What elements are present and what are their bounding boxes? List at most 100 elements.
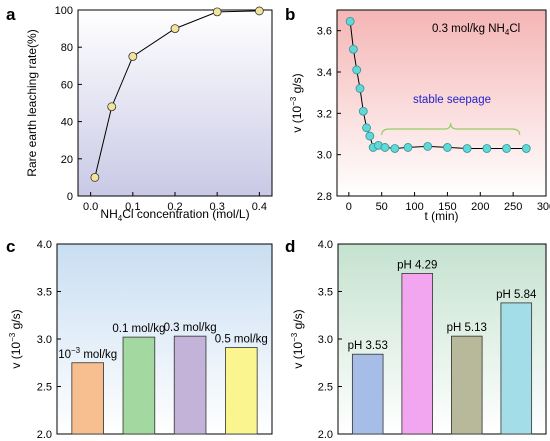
data-point-b [349,44,358,54]
x-tick-label-b: 0 [346,201,352,213]
bar-label-main-c: 10 [58,349,71,361]
x-tick-label-a: 0.0 [83,201,98,213]
y-tick-label-d: 2.5 [318,382,333,394]
x-tick-label-b: 250 [504,201,522,213]
series-line-a [94,10,260,178]
chart-panel-b: 2.8 3.0 3.2 3.4 3.6 0 50 100 150 200 250 300 0.3 mol… [289,9,550,223]
y-tick-label-a: 80 [61,42,73,54]
y-tick-label-d: 4.0 [318,239,333,251]
x-tick-label-b: 100 [405,201,423,213]
bar-c [122,336,156,435]
data-point-a [90,172,100,182]
bar-label-main-d: pH 4.29 [397,259,437,271]
x-axis-title-a: NH4Cl concentration (mol/L) [100,207,249,223]
x-tick-label-a: 0.3 [210,201,225,213]
x-axis-title-sub-a: 4 [118,214,123,223]
data-point-b [365,131,375,141]
y-tick-label-c: 2.0 [37,429,52,441]
bar-label-d: pH 5.84 [496,289,537,301]
bar-label-c: 0.3 mol/kg [164,322,217,334]
y-tick-label-a: 100 [55,5,73,17]
y-axis-title-a: Rare earth leaching rate(%) [25,29,39,176]
y-tick-label-b: 3.2 [317,108,332,120]
data-point-b [482,144,492,153]
data-point-b [423,141,433,151]
y-axis-title-main-c: v (10 [9,342,23,369]
x-tick-label-b: 300 [537,201,550,213]
y-axis-title-rest-c: g/s) [9,309,23,332]
panel-letter-b: b [285,5,295,24]
y-tick-label-a: 60 [61,79,73,91]
y-tick-label-d: 3.5 [318,287,333,299]
data-point-a [128,52,138,61]
y-tick-label-a: 40 [61,117,73,129]
bar-label-d: pH 5.13 [447,322,487,334]
annotation-concentration-b: 0.3 mol/kg NH4Cl [432,23,520,37]
data-point-a [107,102,117,112]
y-tick-label-b: 2.8 [317,191,332,203]
bar-label-d: pH 4.29 [397,259,437,271]
y-axis-title-c: v (10−3 g/s) [8,309,23,368]
x-axis-title-main-a: NH [100,207,117,221]
bar-d [500,302,533,435]
bar-label-c: 0.1 mol/kg [112,323,165,335]
y-tick-label-d: 2.0 [318,429,333,441]
data-point-a [212,7,222,17]
y-tick-label-b: 3.4 [317,67,332,79]
y-tick-label-c: 4.0 [37,239,52,251]
bar-label-main-c: 0.5 mol/kg [215,334,268,346]
x-tick-label-b: 200 [471,201,489,213]
bar-d [351,353,384,435]
panel-letter-c: c [6,237,15,256]
data-point-b [380,143,390,152]
x-tick-label-a: 0.4 [252,201,267,213]
plot-background-a [78,10,272,196]
y-axis-title-main-b: v (10 [290,106,304,133]
data-point-b [352,65,362,75]
y-axis-title-rest-b: g/s) [290,73,304,96]
panel-letter-d: d [285,237,295,256]
chart-panel-d: 2.0 2.5 3.0 3.5 4.0 pH 3.53 pH 4.29 pH 5.13 pH 5… [290,239,547,441]
data-point-b [358,106,368,116]
data-point-b [345,16,355,26]
y-axis-title-sup-b: −3 [289,96,298,106]
x-axis-title-rest-a: Cl concentration (mol/L) [122,207,249,221]
bar-label-rest-c: mol/kg [80,349,117,361]
bar-label-main-c: 0.3 mol/kg [164,322,217,334]
bar-label-main-d: pH 5.13 [447,322,487,334]
y-tick-label-c: 3.0 [37,334,52,346]
y-tick-label-a: 0 [67,191,73,203]
bar-label-c: 10−3 mol/kg [58,346,117,361]
plot-background-b [337,10,546,196]
y-axis-title-sup-d: −3 [290,332,299,342]
chart-panel-c: 2.02.53.03.54.010−3 mol/kg0.1 mol/kg0.3 … [8,239,273,441]
x-axis-title-b: t (min) [425,209,459,223]
annotation-sub-b: 4 [505,28,510,37]
bar-c [71,362,104,435]
stable-seepage-label: stable seepage [413,94,491,106]
plot-frame-b [336,9,547,197]
x-tick-label-a: 0.2 [167,201,182,213]
bar-label-c: 0.5 mol/kg [215,334,268,346]
data-point-b [355,84,365,93]
bar-label-main-d: pH 5.84 [496,289,537,301]
data-point-b [390,144,400,153]
stable-seepage-brace [381,122,521,136]
data-point-b [443,143,452,152]
data-point-a [170,24,180,34]
data-point-b [403,143,413,152]
y-axis-title-d: v (10−3 g/s) [290,309,305,368]
bar-label-main-d: pH 3.53 [348,340,388,352]
y-tick-label-c: 3.5 [37,287,52,299]
bar-c [225,347,258,435]
y-tick-label-a: 20 [61,154,73,166]
data-point-b [462,144,472,153]
y-axis-title-rest-d: g/s) [291,309,305,332]
bar-label-sup-c: −3 [71,346,81,355]
y-axis-title-sup-c: −3 [8,332,17,342]
panel-letter-a: a [6,5,16,24]
annotation-rest-b: Cl [509,23,520,35]
data-point-b [502,144,511,153]
